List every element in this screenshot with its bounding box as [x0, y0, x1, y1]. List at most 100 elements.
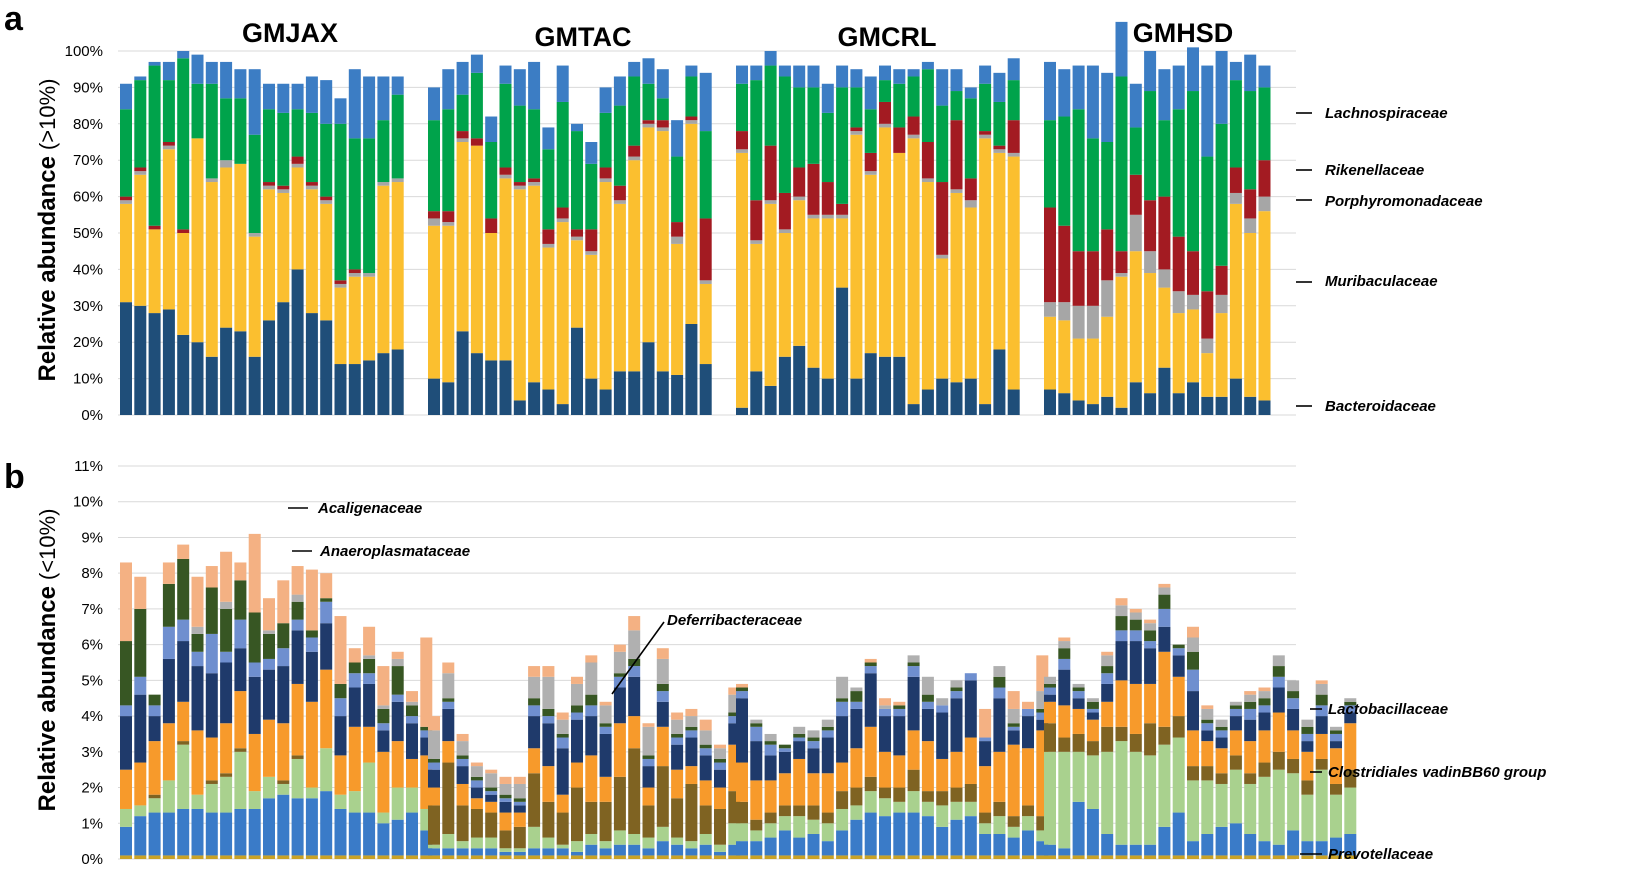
b-bar-segment: [656, 726, 669, 767]
b-bar-segment: [148, 716, 161, 742]
b-bar-segment: [499, 801, 512, 813]
a-bar-segment: [736, 83, 748, 132]
panel-b-letter: b: [4, 458, 25, 496]
a-bar-segment: [893, 69, 906, 84]
b-bar-segment: [993, 855, 1006, 859]
b-bar-segment: [714, 808, 726, 845]
a-bar-segment: [148, 61, 161, 66]
a-bar-segment: [305, 112, 318, 183]
b-bar-segment: [750, 723, 763, 727]
b-bar-segment: [148, 794, 161, 799]
b-bar-segment: [485, 794, 498, 802]
b-bar-segment: [305, 637, 318, 652]
a-bar-segment: [778, 65, 791, 77]
a-bar-segment: [699, 364, 712, 415]
b-bar-segment: [836, 676, 849, 699]
b-bar-segment: [807, 833, 820, 856]
a-bar-segment: [1158, 367, 1171, 415]
b-bar-segment: [1044, 723, 1056, 752]
b-bar-segment: [377, 751, 390, 813]
b-bar-segment: [542, 848, 555, 856]
a-bar-segment: [807, 218, 820, 368]
a-bar-segment: [334, 287, 347, 365]
a-bar-segment: [936, 378, 949, 415]
b-bar-segment: [1086, 808, 1099, 856]
a-bar-segment: [864, 353, 877, 415]
b-bar-segment: [793, 726, 806, 734]
b-bar-segment: [950, 698, 963, 752]
b-bar-segment: [699, 805, 712, 834]
b-bar-segment: [850, 819, 863, 856]
b-bar-segment: [613, 844, 626, 856]
b-bar-segment: [1287, 691, 1300, 699]
b-bar-segment: [406, 705, 418, 717]
b-bar-segment: [778, 748, 791, 752]
a-bar-segment: [585, 142, 598, 164]
b-bar-segment: [1187, 669, 1199, 692]
b-bar-segment: [1086, 719, 1099, 742]
b-bar-segment: [893, 716, 906, 756]
b-bar-segment: [1187, 626, 1199, 638]
a-bar-segment: [1201, 291, 1214, 339]
b-bar-segment: [1344, 705, 1357, 713]
a-bar-segment: [921, 142, 934, 179]
a-bar-segment: [305, 76, 318, 113]
b-bar-segment: [699, 833, 712, 845]
a-bar-segment: [320, 203, 333, 321]
b-bar-segment: [428, 730, 440, 759]
a-bar-segment: [1007, 156, 1020, 390]
b-bar-segment: [1315, 855, 1328, 859]
a-bar-segment: [1044, 61, 1056, 121]
a-bar-segment: [1072, 65, 1085, 110]
b-bar-segment: [1129, 751, 1142, 845]
b-bar-segment: [1244, 773, 1257, 784]
a-bar-segment: [1086, 404, 1099, 415]
a-bar-segment: [442, 69, 455, 110]
b-bar-segment: [764, 780, 777, 813]
b-bar-segment: [528, 748, 541, 774]
a-bar-segment: [836, 214, 849, 219]
a-bar-segment: [456, 331, 469, 415]
b-bar-segment: [305, 701, 318, 788]
a-bar-segment: [248, 236, 261, 357]
b-bar-segment: [470, 855, 483, 859]
a-bar-segment: [1244, 54, 1257, 92]
b-bar-segment: [821, 719, 834, 727]
b-bar-segment: [585, 855, 598, 859]
b-bar-segment: [334, 855, 347, 859]
b-bar-segment: [205, 673, 218, 738]
b-bar-segment: [162, 855, 175, 859]
a-bar-segment: [191, 342, 204, 415]
b-bar-segment: [1172, 737, 1185, 813]
b-bar-segment: [1072, 698, 1085, 709]
a-bar-segment: [1044, 302, 1056, 317]
a-y-tick-label: 10%: [73, 371, 103, 388]
b-bar-segment: [205, 780, 218, 784]
b-bar-segment: [406, 691, 418, 702]
a-bar-segment: [1058, 320, 1071, 394]
a-bar-segment: [528, 382, 541, 415]
b-bar-segment: [836, 791, 849, 809]
a-bar-segment: [850, 131, 863, 135]
b-bar-segment: [528, 705, 541, 717]
b-bar-segment: [879, 855, 891, 859]
group-title-gmjax: GMJAX: [242, 18, 338, 48]
bars-a: [120, 21, 1271, 415]
b-bar-segment: [363, 655, 376, 659]
b-bar-segment: [456, 741, 469, 756]
b-y-tick-label: 1%: [81, 815, 103, 832]
a-bar-segment: [613, 371, 626, 415]
b-bar-segment: [864, 855, 877, 859]
a-bar-segment: [1158, 69, 1171, 121]
b-bar-segment: [1036, 830, 1049, 842]
a-bar-segment: [571, 131, 583, 230]
b-bar-segment: [936, 855, 949, 859]
b-bar-segment: [1287, 698, 1300, 709]
b-bar-segment: [628, 616, 641, 631]
b-bar-segment: [1086, 708, 1099, 713]
b-bar-segment: [291, 566, 304, 595]
a-bar-segment: [513, 185, 526, 190]
a-bar-segment: [936, 105, 949, 183]
b-bar-segment: [1215, 748, 1228, 774]
a-bar-segment: [821, 83, 834, 113]
